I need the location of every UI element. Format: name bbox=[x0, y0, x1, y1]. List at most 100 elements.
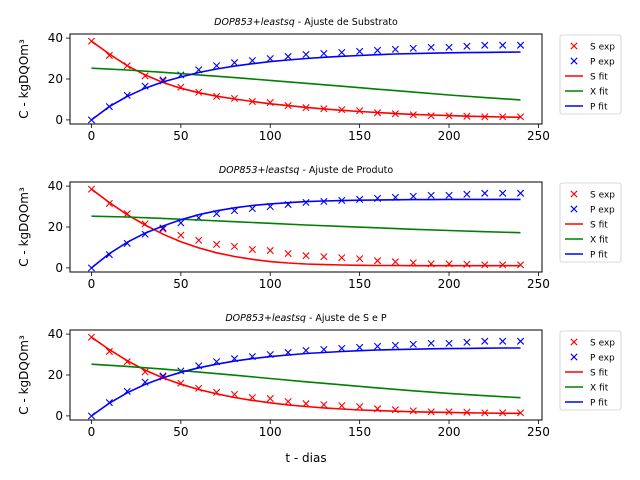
point-p-exp bbox=[356, 195, 364, 203]
series-s-fit-line bbox=[91, 188, 521, 267]
legend-label: P exp bbox=[590, 205, 615, 215]
legend-label: P exp bbox=[590, 353, 615, 363]
point-s-exp bbox=[409, 407, 417, 415]
series-x-fit-line bbox=[91, 67, 521, 101]
point-p-exp bbox=[373, 46, 382, 54]
point-s-exp bbox=[516, 261, 525, 269]
y-axis-label: C - kgDQOm³ bbox=[17, 39, 31, 119]
point-p-exp bbox=[338, 344, 346, 352]
legend-marker bbox=[570, 338, 578, 346]
legend-label: S fit bbox=[590, 220, 608, 230]
x-tick-label: 200 bbox=[438, 425, 461, 439]
chart-panel-2: DOP853+leastsq - Ajuste de Produto 0 50 100… bbox=[17, 165, 622, 291]
point-p-exp bbox=[481, 41, 489, 49]
point-p-exp bbox=[409, 340, 417, 348]
point-s-exp bbox=[391, 258, 399, 266]
point-s-exp bbox=[338, 402, 346, 410]
point-p-exp bbox=[427, 339, 435, 347]
point-p-exp bbox=[516, 41, 525, 49]
legend-label: S exp bbox=[590, 42, 615, 52]
legend-marker bbox=[570, 57, 578, 65]
legend-label: P fit bbox=[590, 250, 608, 260]
legend: S exp P exp S fit X fit P fit bbox=[559, 330, 622, 411]
point-s-exp bbox=[516, 409, 525, 417]
legend-box bbox=[559, 330, 622, 411]
point-s-exp bbox=[105, 347, 113, 356]
x-tick-label: 50 bbox=[173, 277, 188, 291]
point-p-exp bbox=[481, 337, 489, 345]
y-tick-label: 20 bbox=[48, 368, 63, 382]
legend-label: S fit bbox=[590, 72, 608, 82]
point-p-exp bbox=[391, 341, 399, 349]
point-s-exp bbox=[266, 394, 274, 403]
point-s-exp bbox=[248, 245, 256, 254]
series-x-fit-line bbox=[91, 215, 521, 234]
point-s-exp bbox=[427, 112, 435, 120]
point-s-exp bbox=[284, 250, 292, 258]
x-tick-label: 0 bbox=[88, 277, 96, 291]
point-p-exp bbox=[463, 190, 471, 198]
y-tick-label: 20 bbox=[48, 72, 63, 86]
x-tick-label: 150 bbox=[348, 277, 371, 291]
y-axis-label: C - kgDQOm³ bbox=[17, 187, 31, 267]
legend-label: P fit bbox=[590, 102, 608, 112]
x-tick-label: 250 bbox=[527, 425, 550, 439]
point-s-exp bbox=[338, 254, 346, 262]
legend-label: S exp bbox=[590, 190, 615, 200]
legend-label: X fit bbox=[590, 383, 609, 393]
x-tick-label: 250 bbox=[527, 277, 550, 291]
series-p-fit-line bbox=[91, 347, 521, 417]
point-p-exp bbox=[499, 189, 507, 197]
legend-label: P exp bbox=[590, 57, 615, 67]
point-p-exp bbox=[409, 44, 417, 52]
point-s-exp bbox=[284, 398, 292, 406]
point-p-exp bbox=[284, 52, 292, 61]
point-s-exp bbox=[266, 246, 274, 255]
point-p-exp bbox=[320, 345, 328, 354]
point-p-exp bbox=[481, 189, 489, 197]
chart-panel-1: DOP853+leastsq - Ajuste de Substrato 0 50 1… bbox=[17, 17, 622, 143]
chart-panel-3: DOP853+leastsq - Ajuste de S e P 0 50 100 15… bbox=[17, 313, 622, 465]
x-tick-label: 200 bbox=[438, 129, 461, 143]
point-s-exp bbox=[230, 242, 239, 251]
point-p-exp bbox=[338, 48, 346, 56]
point-s-exp bbox=[302, 252, 310, 260]
y-tick-label: 40 bbox=[48, 179, 63, 193]
legend-label: X fit bbox=[590, 235, 609, 245]
point-p-exp bbox=[373, 342, 382, 350]
point-p-exp bbox=[391, 45, 399, 53]
legend-box bbox=[559, 34, 622, 115]
legend: S exp P exp S fit X fit P fit bbox=[559, 34, 622, 115]
x-tick-label: 150 bbox=[348, 129, 371, 143]
y-tick-label: 40 bbox=[48, 31, 63, 45]
legend-marker bbox=[570, 190, 578, 198]
point-s-exp bbox=[320, 401, 328, 409]
point-p-exp bbox=[356, 47, 364, 55]
x-tick-label: 0 bbox=[88, 425, 96, 439]
legend-marker bbox=[570, 205, 578, 213]
point-p-exp bbox=[230, 59, 239, 67]
legend-label: X fit bbox=[590, 87, 609, 97]
point-p-exp bbox=[445, 43, 453, 51]
point-p-exp bbox=[213, 62, 221, 70]
x-tick-label: 100 bbox=[259, 425, 282, 439]
point-p-exp bbox=[463, 338, 471, 346]
point-p-exp bbox=[320, 49, 328, 58]
point-p-exp bbox=[499, 41, 507, 49]
x-tick-label: 150 bbox=[348, 425, 371, 439]
legend-label: S exp bbox=[590, 338, 615, 348]
point-p-exp bbox=[427, 43, 435, 51]
point-s-exp bbox=[213, 240, 221, 248]
plot-frame bbox=[69, 181, 543, 273]
point-p-exp bbox=[356, 343, 364, 351]
point-p-exp bbox=[516, 337, 525, 345]
chart-title: DOP853+leastsq - Ajuste de Produto bbox=[219, 165, 393, 176]
x-tick-label: 100 bbox=[259, 277, 282, 291]
point-p-exp bbox=[516, 189, 525, 197]
point-p-exp bbox=[445, 339, 453, 347]
x-tick-label: 50 bbox=[173, 129, 188, 143]
point-p-exp bbox=[302, 198, 310, 207]
legend-label: P fit bbox=[590, 398, 608, 408]
legend-marker bbox=[570, 42, 578, 50]
